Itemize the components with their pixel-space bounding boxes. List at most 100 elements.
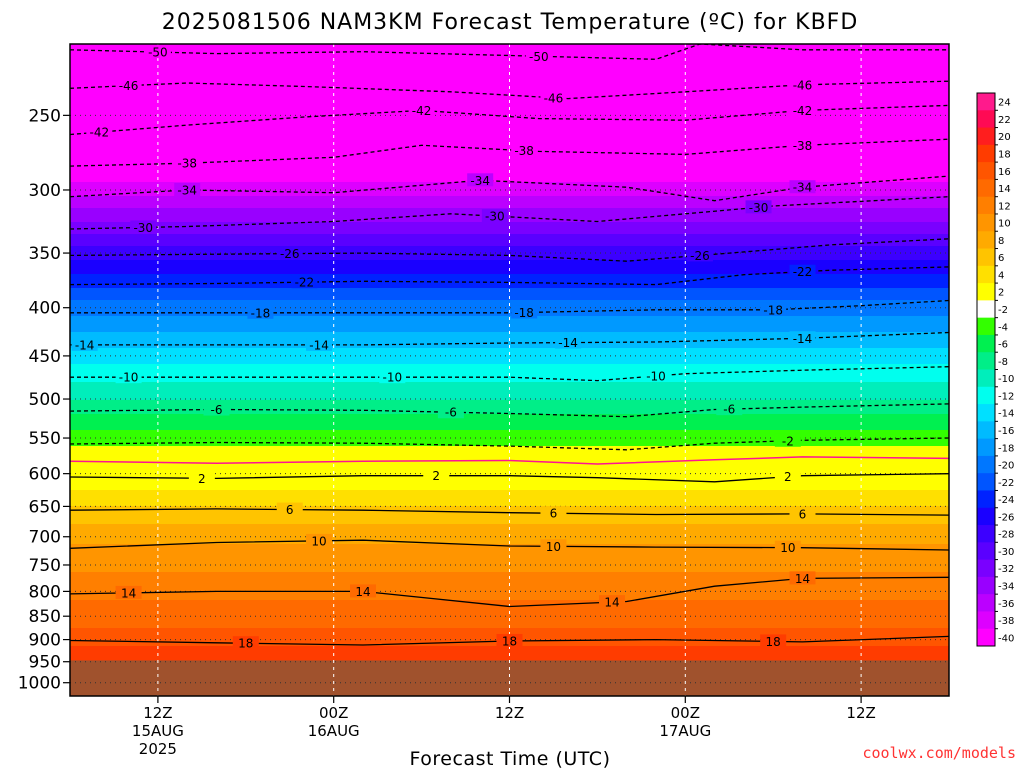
temperature-band xyxy=(70,334,949,337)
contour-label-bg xyxy=(86,125,113,139)
colorbar-label: -4 xyxy=(998,322,1008,333)
temperature-band xyxy=(70,432,949,435)
temperature-band xyxy=(70,56,949,59)
temperature-band xyxy=(70,298,949,301)
temperature-band xyxy=(70,110,949,113)
temperature-band xyxy=(70,538,949,541)
temperature-band xyxy=(70,546,949,549)
contour-label-bg xyxy=(203,402,230,416)
temperature-band xyxy=(70,68,949,71)
temperature-band xyxy=(70,278,949,281)
temperature-band xyxy=(70,340,949,343)
isotherm-line xyxy=(70,539,949,551)
x-tick-label: 00Z xyxy=(671,704,700,722)
contour-label-bg xyxy=(789,138,816,152)
contour-label-bg xyxy=(789,331,816,345)
colorbar-label: 8 xyxy=(998,236,1004,247)
temperature-band xyxy=(70,116,949,119)
temperature-band xyxy=(70,356,949,359)
y-tick-label: 250 xyxy=(29,106,61,126)
temperature-band xyxy=(70,462,949,465)
colorbar-label: 6 xyxy=(998,253,1004,264)
colorbar-swatch xyxy=(977,628,995,647)
temperature-band xyxy=(70,524,949,527)
isotherm-line xyxy=(70,44,949,60)
temperature-band xyxy=(70,376,949,379)
colorbar-swatch xyxy=(977,352,995,370)
colorbar-swatch xyxy=(977,93,995,111)
contour-label: 10 xyxy=(546,540,561,554)
contour-label: -18 xyxy=(251,306,271,320)
contour-label: 10 xyxy=(311,534,326,548)
contour-label-bg xyxy=(276,502,303,516)
contour-label: -46 xyxy=(119,79,139,93)
temperature-band xyxy=(70,592,949,595)
colorbar-swatch xyxy=(977,162,995,180)
y-tick-label: 950 xyxy=(29,653,61,673)
temperature-band xyxy=(70,440,949,443)
colorbar-label: -8 xyxy=(998,357,1008,368)
temperature-band xyxy=(70,202,949,205)
contour-label-bg xyxy=(511,143,538,157)
temperature-band xyxy=(70,250,949,253)
temperature-band xyxy=(70,378,949,381)
contour-label-bg xyxy=(291,275,318,289)
temperature-band xyxy=(70,230,949,233)
temperature-band xyxy=(70,594,949,597)
temperature-band xyxy=(70,560,949,563)
temperature-band xyxy=(70,558,949,561)
temperature-band xyxy=(70,308,949,311)
contour-label-bg xyxy=(540,506,567,520)
x-tick-label: 15AUG xyxy=(132,722,184,740)
contour-label: -34 xyxy=(470,174,490,188)
isotherm-contours xyxy=(70,44,949,646)
temperature-band xyxy=(70,328,949,331)
contour-label: 6 xyxy=(550,507,558,521)
contour-labels: -50 -50 -46 -46 -46 -42 -42 -42 -38 -38 -38 -34 -34 -… xyxy=(71,45,816,651)
colorbar-swatch xyxy=(977,507,995,526)
temperature-band xyxy=(70,530,949,533)
temperature-band xyxy=(70,272,949,275)
temperature-band xyxy=(70,580,949,583)
temperature-band xyxy=(70,384,949,387)
contour-label-bg xyxy=(716,402,743,416)
temperature-band xyxy=(70,174,949,177)
temperature-band xyxy=(70,572,949,575)
colorbar-swatch xyxy=(977,542,995,561)
colorbar-swatch xyxy=(977,300,995,319)
temperature-band xyxy=(70,426,949,429)
contour-label: -10 xyxy=(119,371,139,385)
temperature-band xyxy=(70,434,949,437)
contour-label-bg xyxy=(232,636,259,650)
colorbar-label: 2 xyxy=(998,288,1004,299)
temperature-band xyxy=(70,168,949,171)
temperature-band xyxy=(70,446,949,449)
y-tick-label: 500 xyxy=(29,390,61,410)
colorbar-swatch xyxy=(977,404,995,422)
contour-label-bg xyxy=(423,468,450,482)
colorbar-swatch xyxy=(977,455,995,474)
isotherm-line xyxy=(70,403,949,418)
colorbar-legend: 24 22 20 18 16 14 12 10 8 6 4 2 -2 -4 -6 -8 -10 -12 -14 -16… xyxy=(976,92,1014,647)
temperature-band xyxy=(70,648,949,651)
temperature-band xyxy=(70,256,949,259)
colorbar-swatch xyxy=(977,559,995,578)
temperature-band xyxy=(70,550,949,553)
temperature-band xyxy=(70,480,949,483)
temperature-band xyxy=(70,292,949,295)
y-tick-label: 350 xyxy=(29,244,61,264)
y-tick-label: 1000 xyxy=(18,674,61,694)
contour-label: 14 xyxy=(795,572,810,586)
temperature-band xyxy=(70,336,949,339)
colorbar-label: -12 xyxy=(998,391,1014,402)
temperature-band xyxy=(70,130,949,133)
colorbar-swatch xyxy=(977,334,995,353)
colorbar-swatch xyxy=(977,525,995,543)
y-tick-label: 600 xyxy=(29,465,61,485)
contour-label: -38 xyxy=(177,157,197,171)
contour-label-bg xyxy=(276,246,303,260)
contour-label: 2 xyxy=(784,470,792,484)
temperature-band xyxy=(70,448,949,451)
contour-label-bg xyxy=(481,209,508,223)
isotherm-line xyxy=(70,80,949,100)
